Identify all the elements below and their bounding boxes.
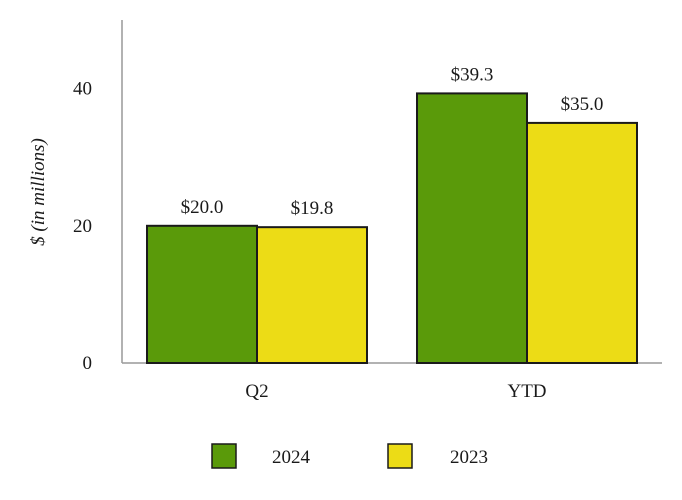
legend-swatch-2023 [387, 443, 413, 469]
y-tick-label: 0 [83, 353, 93, 374]
bar-2023-ytd [526, 121, 638, 365]
data-labels: $20.0 $19.8 $39.3 $35.0 [181, 64, 604, 219]
y-tick-label: 40 [73, 79, 92, 100]
legend-swatch-2024 [211, 443, 237, 469]
legend-label: 2023 [450, 447, 488, 468]
data-label: $20.0 [181, 197, 224, 218]
y-axis-title: $ (in millions) [28, 138, 49, 246]
data-label: $39.3 [451, 64, 494, 85]
x-tick-label: YTD [507, 381, 546, 402]
data-label: $35.0 [561, 94, 604, 115]
legend-label: 2024 [272, 447, 311, 468]
data-label: $19.8 [291, 198, 334, 219]
legend: 2024 2023 [211, 443, 488, 469]
bar-2024-ytd [416, 92, 528, 364]
bar-2023-q2 [256, 226, 368, 364]
bar-2024-q2 [146, 224, 258, 364]
bars [146, 92, 638, 365]
y-tick-label: 20 [73, 216, 92, 237]
x-tick-label: Q2 [245, 381, 268, 402]
